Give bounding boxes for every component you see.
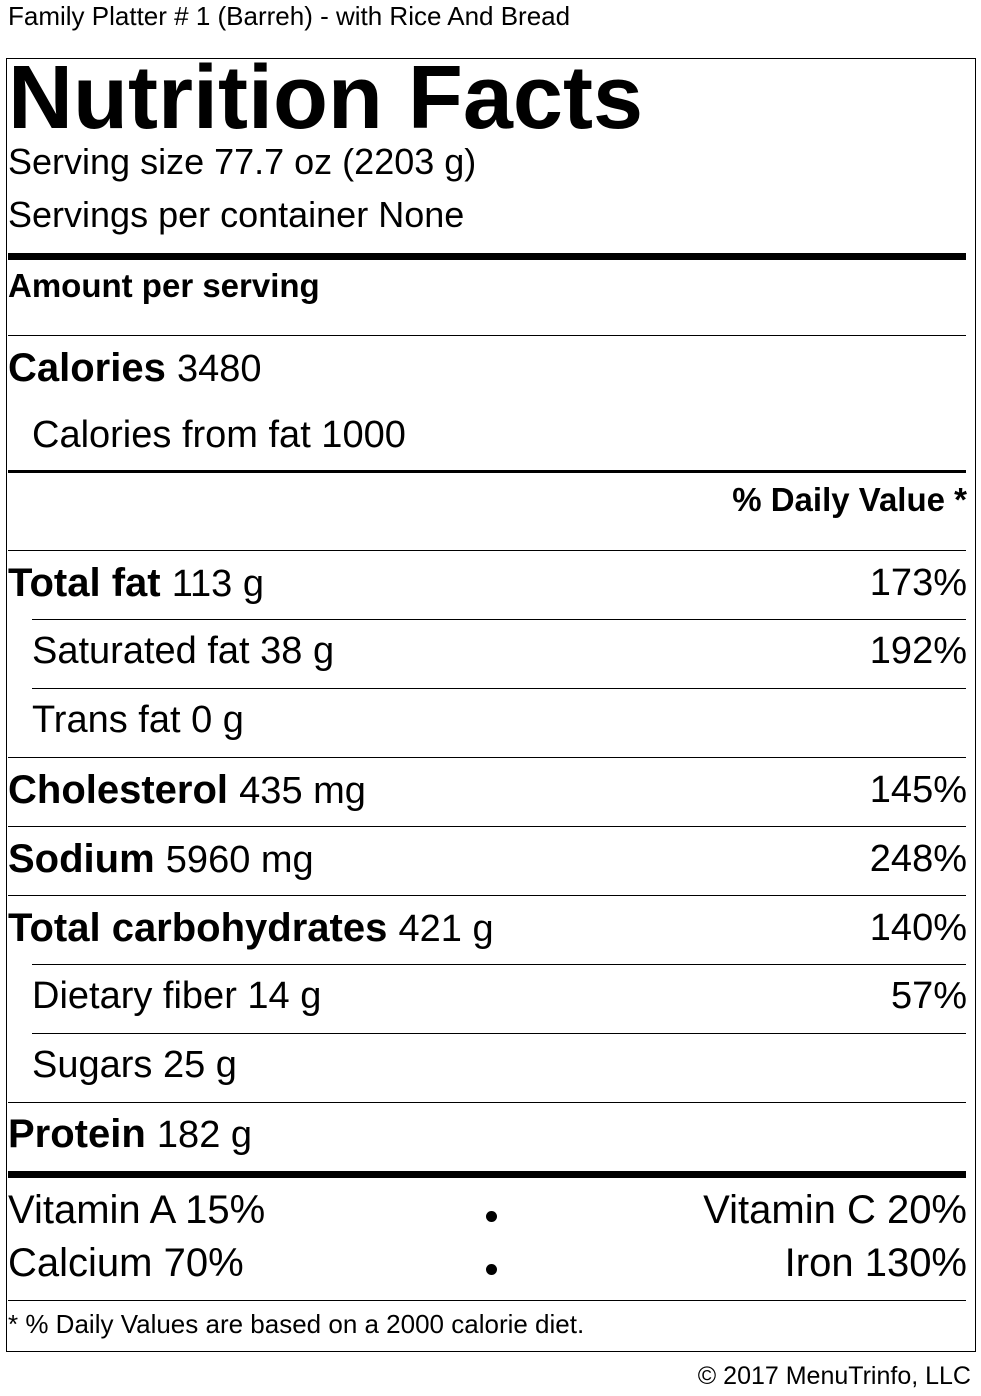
dietary-fiber-amount: 14 g (247, 975, 322, 1017)
calories-value: 3480 (176, 348, 262, 390)
trans-fat-row: Trans fat 0 g (32, 697, 244, 743)
total-fat-row: Total fat 113 g (8, 560, 264, 607)
product-title: Family Platter # 1 (Barreh) - with Rice … (8, 1, 571, 31)
saturated-fat-label: Saturated fat (32, 630, 250, 672)
dietary-fiber-row: Dietary fiber 14 g (32, 973, 321, 1019)
total-fat-label: Total fat (8, 561, 161, 605)
dietary-fiber-dv: 57% (890, 975, 967, 1017)
calories-row: Calories 3480 (8, 345, 262, 392)
total-carbohydrates-row: Total carbohydrates 421 g (8, 905, 494, 952)
divider (32, 1033, 966, 1034)
serving-size: Serving size 77.7 oz (2203 g) (8, 141, 477, 182)
divider (32, 688, 966, 689)
total-carbohydrates-label: Total carbohydrates (8, 906, 388, 950)
protein-amount: 182 g (156, 1114, 253, 1156)
bullet-icon (486, 1264, 497, 1275)
divider (8, 550, 966, 551)
medium-divider (8, 470, 966, 473)
calories-label: Calories (8, 346, 166, 390)
sodium-dv: 248% (869, 838, 967, 880)
divider (8, 757, 966, 758)
dietary-fiber-label: Dietary fiber (32, 975, 237, 1017)
daily-values-footnote: * % Daily Values are based on a 2000 cal… (8, 1309, 585, 1339)
cholesterol-dv: 145% (869, 769, 967, 811)
amount-per-serving: Amount per serving (8, 267, 320, 304)
sugars-amount: 25 g (162, 1044, 237, 1086)
servings-per-container: Servings per container None (8, 194, 465, 235)
total-carbohydrates-amount: 421 g (398, 908, 494, 950)
trans-fat-label: Trans fat (32, 699, 181, 741)
protein-row: Protein 182 g (8, 1111, 252, 1158)
sodium-row: Sodium 5960 mg (8, 836, 314, 883)
divider (8, 826, 966, 827)
nutrition-facts-panel (6, 58, 976, 1352)
calcium: Calcium 70% (8, 1241, 244, 1285)
sodium-label: Sodium (8, 837, 155, 881)
divider (32, 964, 966, 965)
divider (8, 1300, 966, 1301)
bullet-icon (486, 1211, 497, 1222)
daily-value-header: % Daily Value * (732, 481, 967, 518)
protein-label: Protein (8, 1112, 146, 1156)
saturated-fat-amount: 38 g (260, 630, 335, 672)
vitamin-c: Vitamin C 20% (703, 1188, 967, 1232)
total-fat-amount: 113 g (171, 563, 264, 605)
saturated-fat-dv: 192% (869, 630, 967, 672)
total-fat-dv: 173% (869, 562, 967, 604)
calories-from-fat: Calories from fat 1000 (32, 414, 406, 456)
cholesterol-amount: 435 mg (239, 770, 366, 812)
saturated-fat-row: Saturated fat 38 g (32, 628, 334, 674)
sugars-label: Sugars (32, 1044, 153, 1086)
cholesterol-label: Cholesterol (8, 768, 229, 812)
thick-divider (8, 1171, 966, 1178)
trans-fat-amount: 0 g (191, 699, 244, 741)
thick-divider (8, 253, 966, 260)
vitamin-a: Vitamin A 15% (8, 1188, 266, 1232)
divider (8, 895, 966, 896)
divider (8, 335, 966, 336)
copyright: © 2017 MenuTrinfo, LLC (697, 1362, 971, 1390)
divider (8, 1102, 966, 1103)
total-carbohydrates-dv: 140% (869, 907, 967, 949)
iron: Iron 130% (784, 1241, 967, 1285)
divider (32, 619, 966, 620)
sodium-amount: 5960 mg (165, 839, 314, 881)
sugars-row: Sugars 25 g (32, 1042, 237, 1088)
cholesterol-row: Cholesterol 435 mg (8, 767, 366, 814)
nutrition-facts-heading: Nutrition Facts (8, 48, 644, 148)
